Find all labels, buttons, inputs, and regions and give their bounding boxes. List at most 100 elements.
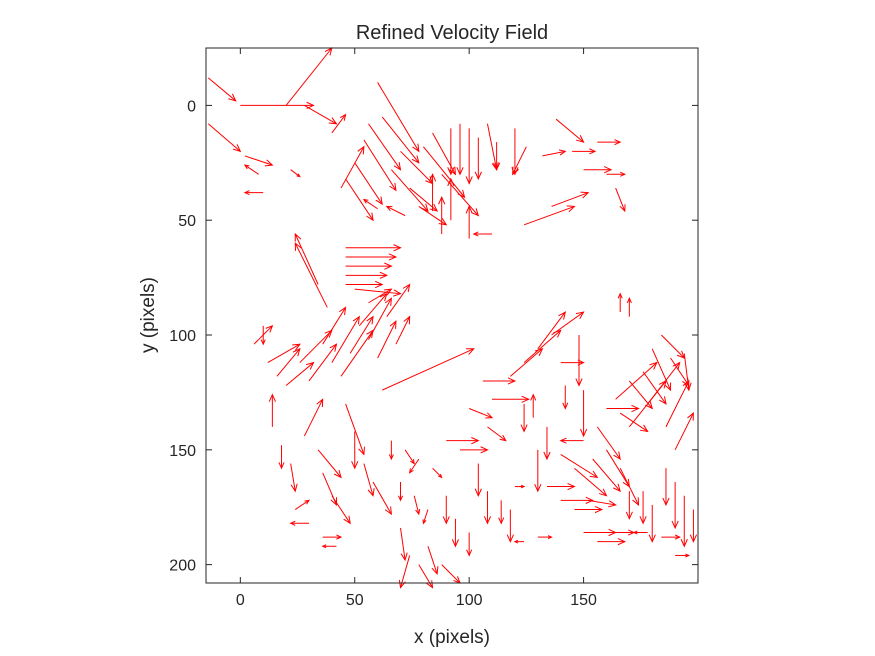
velocity-arrow	[583, 166, 613, 174]
velocity-arrow	[619, 412, 649, 433]
velocity-arrow	[514, 484, 526, 489]
velocity-arrow	[466, 532, 473, 557]
velocity-arrow	[377, 320, 397, 359]
velocity-arrow	[349, 315, 374, 354]
velocity-arrow	[386, 283, 411, 317]
velocity-arrow	[648, 504, 656, 543]
velocity-arrow	[276, 347, 301, 377]
velocity-arrow	[331, 315, 360, 363]
velocity-arrow	[632, 530, 648, 535]
velocity-arrow	[322, 534, 343, 540]
velocity-arrow	[388, 440, 394, 461]
velocity-arrow	[441, 173, 480, 217]
velocity-arrow	[596, 426, 621, 461]
velocity-arrow	[460, 446, 489, 454]
velocity-arrow	[680, 495, 688, 548]
velocity-arrow	[368, 288, 393, 304]
velocity-arrow	[368, 297, 392, 340]
velocity-arrow	[428, 173, 437, 212]
velocity-arrow	[267, 343, 301, 364]
velocity-arrow	[626, 297, 632, 317]
velocity-arrow	[278, 445, 285, 470]
velocity-arrow	[362, 198, 378, 210]
velocity-arrow	[456, 123, 464, 176]
velocity-arrow	[294, 232, 319, 285]
x-axis-label: x (pixels)	[414, 627, 490, 648]
velocity-arrow	[530, 393, 537, 418]
velocity-arrow	[534, 449, 542, 493]
velocity-arrow	[628, 380, 654, 410]
velocity-arrow	[345, 262, 393, 270]
velocity-arrow	[546, 483, 576, 491]
velocity-arrow	[290, 169, 301, 178]
velocity-arrow	[683, 353, 692, 392]
velocity-arrow	[447, 177, 455, 221]
velocity-arrow	[537, 535, 553, 540]
velocity-arrow	[308, 343, 338, 382]
velocity-arrow	[615, 187, 626, 213]
velocity-arrow	[487, 426, 507, 442]
velocity-arrow	[321, 544, 337, 549]
velocity-arrow	[560, 496, 594, 504]
velocity-arrow	[294, 242, 328, 308]
velocity-arrow	[397, 481, 404, 502]
velocity-arrow	[661, 534, 681, 540]
velocity-arrow	[289, 520, 309, 526]
velocity-arrow	[482, 377, 517, 385]
velocity-arrow	[290, 463, 298, 493]
y-axis-ticks: 0 50 100 150 200	[169, 98, 698, 575]
velocity-arrow	[345, 178, 374, 222]
velocity-arrow	[465, 128, 473, 185]
velocity-arrow	[331, 495, 351, 525]
velocity-arrow	[446, 437, 480, 445]
velocity-arrow	[243, 190, 264, 196]
velocity-arrow	[619, 467, 640, 507]
x-tick-label: 50	[346, 592, 364, 609]
velocity-arrow	[625, 491, 633, 520]
velocity-arrow	[427, 546, 439, 575]
velocity-arrow	[395, 315, 411, 345]
velocity-arrow	[597, 538, 626, 546]
velocity-arrow	[345, 271, 388, 279]
velocity-arrow	[294, 499, 310, 510]
velocity-arrow	[345, 280, 384, 289]
quiver-arrows	[207, 47, 698, 589]
velocity-arrow	[340, 145, 365, 189]
velocity-arrow	[451, 518, 459, 548]
velocity-arrow	[483, 491, 492, 525]
x-axis-ticks: 0 50 100 150	[236, 48, 597, 609]
velocity-arrow	[358, 292, 388, 327]
velocity-arrow	[560, 359, 585, 366]
velocity-arrow	[661, 334, 686, 359]
velocity-arrow	[506, 509, 514, 543]
velocity-arrow	[385, 205, 406, 217]
velocity-arrow	[442, 495, 450, 525]
x-tick-label: 0	[236, 592, 245, 609]
velocity-arrow	[543, 426, 551, 461]
y-tick-label: 100	[169, 328, 196, 345]
chart-title: Refined Velocity Field	[356, 22, 548, 44]
velocity-arrow	[572, 148, 597, 155]
velocity-arrow	[304, 104, 338, 125]
y-tick-label: 50	[178, 213, 196, 230]
velocity-arrow	[447, 128, 455, 176]
velocity-arrow	[551, 311, 585, 336]
velocity-arrow	[363, 463, 375, 497]
velocity-arrow	[559, 437, 584, 444]
velocity-arrow	[523, 205, 576, 226]
velocity-arrow	[674, 411, 694, 451]
velocity-arrow	[244, 155, 274, 167]
y-tick-label: 150	[169, 443, 196, 460]
velocity-arrow	[404, 449, 415, 465]
velocity-arrow	[354, 288, 402, 297]
velocity-arrow	[285, 361, 315, 386]
velocity-arrow	[322, 306, 347, 345]
velocity-arrow	[560, 453, 599, 479]
velocity-arrow	[474, 463, 482, 497]
velocity-arrow	[381, 116, 420, 164]
velocity-arrow	[372, 481, 392, 516]
y-tick-label: 200	[169, 558, 196, 575]
velocity-arrow	[377, 82, 420, 153]
axes-box	[205, 47, 699, 584]
